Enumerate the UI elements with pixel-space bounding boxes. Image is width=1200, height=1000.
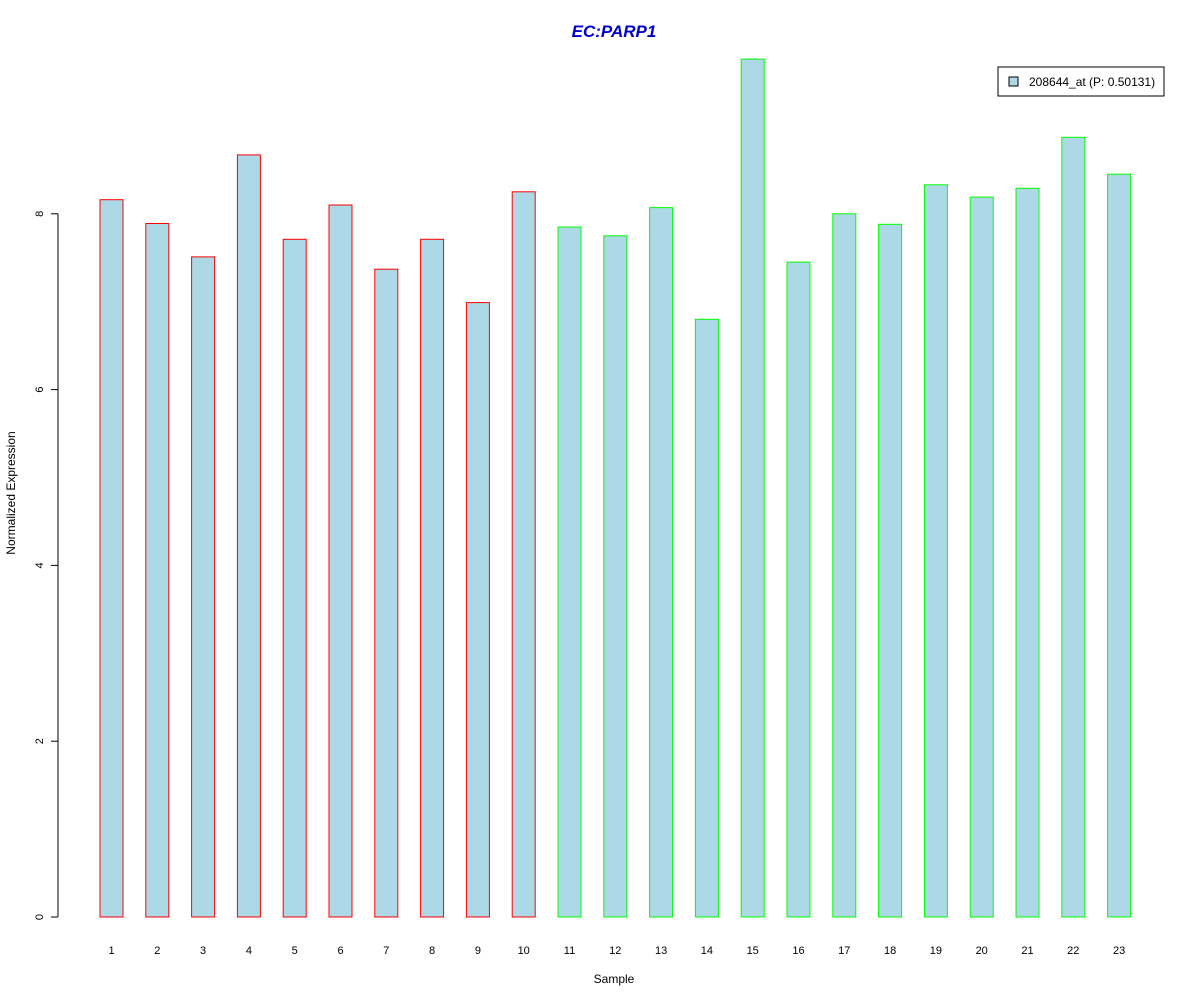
bar-sample-19: [923, 184, 948, 918]
x-tick-label: 17: [838, 945, 850, 957]
legend: 208644_at (P: 0.50131): [997, 66, 1165, 97]
y-tick-label: 4: [34, 562, 46, 568]
bar-sample-11: [557, 226, 582, 918]
x-tick-label: 9: [475, 945, 481, 957]
x-tick-label: 1: [108, 945, 114, 957]
x-tick-label: 14: [701, 945, 713, 957]
bar-sample-20: [969, 196, 994, 918]
bar-sample-12: [603, 235, 628, 918]
bar-sample-8: [420, 238, 445, 918]
x-tick-label: 21: [1021, 945, 1033, 957]
x-tick-label: 13: [655, 945, 667, 957]
legend-label: 208644_at (P: 0.50131): [1029, 75, 1155, 89]
bar-sample-6: [328, 204, 353, 918]
x-tick-label: 20: [976, 945, 988, 957]
x-tick-label: 15: [747, 945, 759, 957]
bar-sample-23: [1107, 173, 1132, 918]
chart-title: EC:PARP1: [572, 22, 657, 41]
bar-series: [99, 58, 1132, 918]
x-tick-label: 23: [1113, 945, 1125, 957]
y-tick-label: 8: [34, 211, 46, 217]
x-axis-ticks: 1 2 3 4 5 6 7 8 9 10 11 12 13 14 15 16 17 18 19 20 21 22 23: [108, 945, 1125, 957]
bar-sample-3: [191, 256, 216, 918]
bar-sample-16: [786, 261, 811, 918]
x-tick-label: 2: [154, 945, 160, 957]
x-axis-label: Sample: [594, 972, 635, 986]
x-tick-label: 10: [518, 945, 530, 957]
bar-sample-22: [1061, 136, 1086, 918]
bar-sample-15: [740, 58, 765, 918]
bar-sample-17: [832, 213, 857, 918]
x-tick-label: 18: [884, 945, 896, 957]
x-tick-label: 22: [1067, 945, 1079, 957]
bar-sample-7: [374, 268, 399, 918]
legend-box: [997, 66, 1165, 97]
bar-sample-1: [99, 199, 124, 918]
bar-sample-18: [878, 223, 903, 918]
bar-sample-13: [649, 207, 674, 918]
y-axis: 0 2 4 6 8: [34, 211, 59, 920]
x-tick-label: 19: [930, 945, 942, 957]
x-tick-label: 4: [246, 945, 252, 957]
bar-sample-21: [1015, 187, 1040, 918]
bar-sample-5: [282, 238, 307, 918]
x-tick-label: 7: [383, 945, 389, 957]
x-tick-label: 11: [564, 945, 575, 957]
bar-sample-10: [511, 191, 536, 918]
y-axis-label: Normalized Expression: [4, 431, 18, 554]
y-tick-label: 2: [34, 738, 46, 744]
y-tick-label: 0: [34, 914, 46, 920]
bar-sample-2: [145, 223, 170, 918]
x-tick-label: 5: [292, 945, 298, 957]
bar-sample-9: [465, 302, 490, 918]
legend-swatch: [1008, 76, 1019, 87]
x-tick-label: 3: [200, 945, 206, 957]
bar-sample-14: [694, 318, 719, 918]
bar-sample-4: [236, 154, 261, 918]
x-tick-label: 8: [429, 945, 435, 957]
x-tick-label: 12: [609, 945, 621, 957]
x-tick-label: 6: [337, 945, 343, 957]
x-tick-label: 16: [792, 945, 804, 957]
y-tick-label: 6: [34, 387, 46, 393]
